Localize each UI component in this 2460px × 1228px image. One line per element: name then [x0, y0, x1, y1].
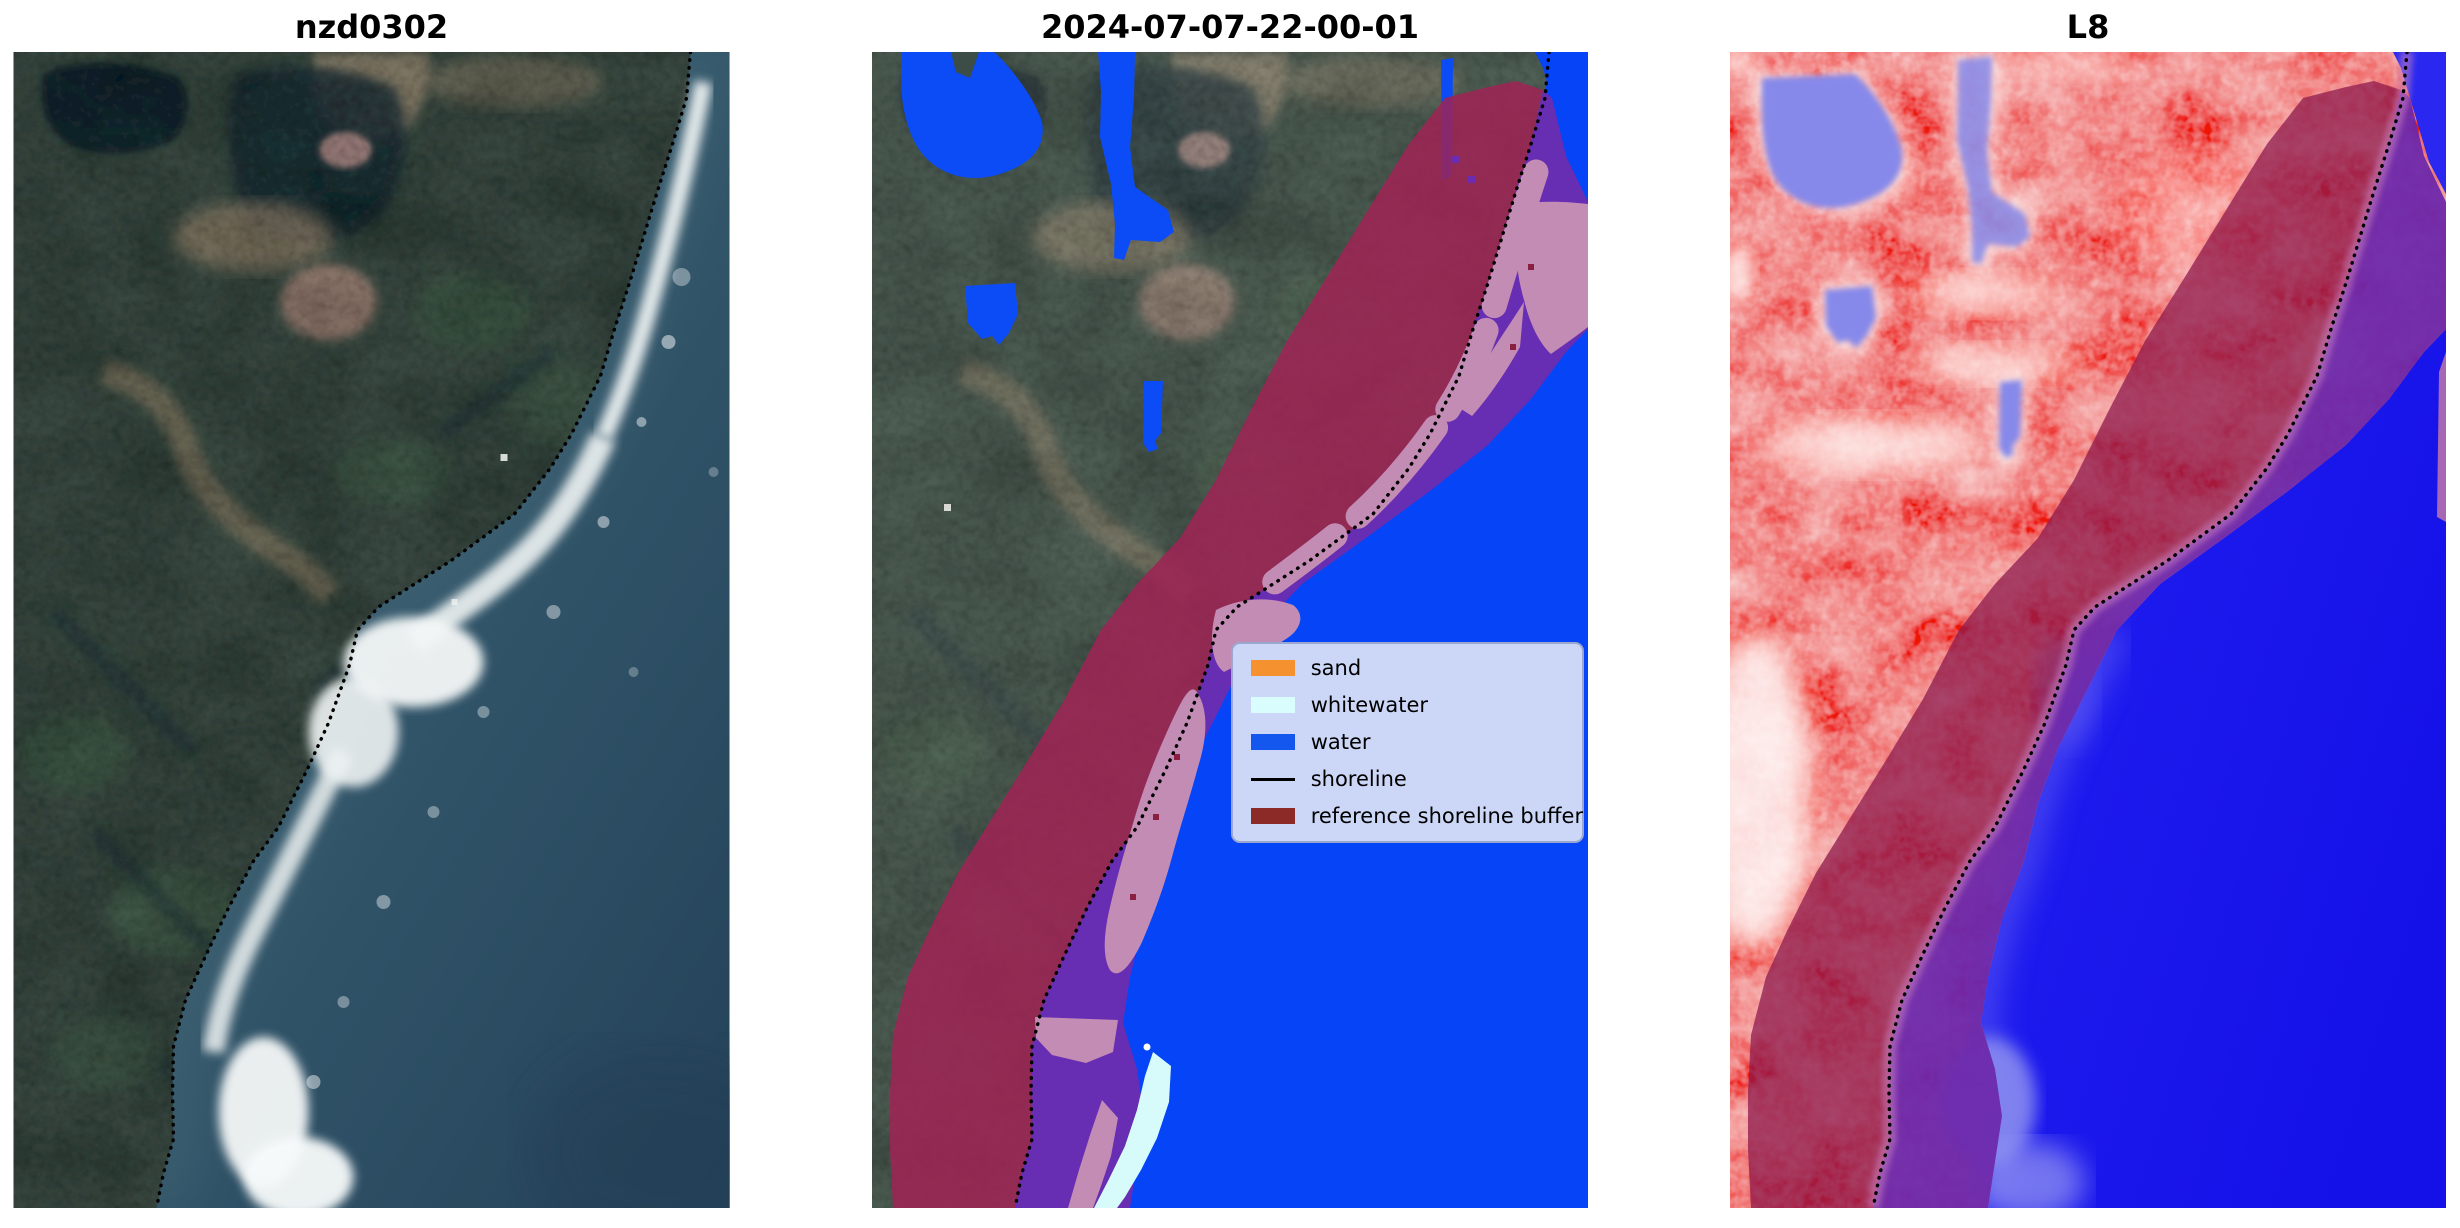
shoreline-swatch-icon — [1250, 777, 1295, 781]
whitewater-surf — [202, 80, 719, 1208]
panel-title-reference: nzd0302 — [294, 8, 449, 46]
legend-item-shoreline: shoreline — [1250, 766, 1573, 791]
sand-class-pixels — [1035, 159, 1588, 1208]
water-swatch-icon — [1250, 734, 1295, 751]
buffer-swatch-icon — [1250, 808, 1295, 825]
mndwi-image — [1730, 52, 2446, 1208]
legend-label: reference shoreline buffer — [1310, 803, 1584, 828]
classified-image — [872, 52, 1588, 1208]
legend-item-water: water — [1250, 729, 1573, 754]
legend: sand whitewater water shoreline referenc… — [1230, 641, 1585, 843]
sand-swatch-icon — [1250, 660, 1295, 677]
legend-label: sand — [1310, 655, 1362, 680]
legend-item-buffer: reference shoreline buffer — [1250, 805, 1583, 827]
panel-reference-rgb — [13, 52, 730, 1208]
legend-label: whitewater — [1310, 692, 1429, 717]
buffer-noise-pixels — [1130, 264, 1534, 900]
panel-index — [1730, 52, 2446, 1208]
panel-title-classified: 2024-07-07-22-00-01 — [1040, 8, 1420, 46]
satellite-rgb-image — [13, 52, 730, 1208]
panel-title-index: L8 — [2066, 8, 2110, 46]
index-lakes — [1756, 52, 2036, 465]
building-speck — [500, 454, 508, 461]
legend-label: shoreline — [1310, 766, 1407, 791]
whitewater-swatch-icon — [1250, 697, 1295, 714]
purple-noise-pixels — [1452, 156, 1475, 183]
lake-island — [951, 52, 979, 78]
legend-label: water — [1310, 729, 1371, 754]
legend-item-sand: sand — [1250, 655, 1573, 680]
legend-item-whitewater: whitewater — [1250, 692, 1573, 717]
panel-classified: sand whitewater water shoreline referenc… — [872, 52, 1588, 1208]
